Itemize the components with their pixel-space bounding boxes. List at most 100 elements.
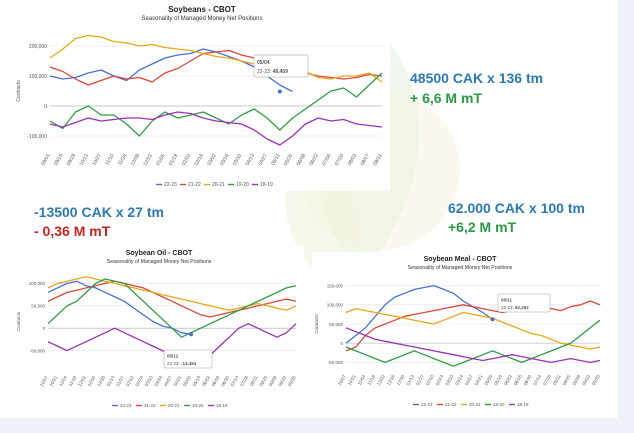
series-line-22-23 <box>49 48 293 93</box>
x-tick-label: 04/13 <box>245 153 257 167</box>
x-tick-label: 05/11 <box>270 153 281 167</box>
note-soybeans-volume: + 6,6 M mT <box>410 90 482 106</box>
x-tick-label: 08/03 <box>347 153 359 167</box>
series-line-18-19 <box>345 327 601 364</box>
legend-label: 20-21 <box>469 402 481 407</box>
x-tick-label: 01/27 <box>415 374 425 387</box>
legend-label: 18-19 <box>260 182 273 188</box>
x-tick-label: 08/11 <box>552 374 562 386</box>
x-tick-label: 03/02 <box>206 153 218 167</box>
x-tick-label: 12/30 <box>96 375 106 388</box>
legend-label: 18-19 <box>517 402 529 407</box>
annotation-value: 22-23: -13,484 <box>167 361 197 366</box>
soybean-meal-chart: Soybean Meal - CBOT Seasonality of Manage… <box>314 256 601 407</box>
series-line-19-20 <box>47 278 297 338</box>
series-line-21-22 <box>345 300 601 352</box>
annotation-date: 05/12 <box>167 354 179 359</box>
note-soybeans-position: 48500 CAK x 136 tm <box>410 70 544 86</box>
note-soybean-meal-position: 62.000 CAK x 100 tm <box>448 200 585 216</box>
x-tick-label: 06/16 <box>513 374 523 387</box>
annotation-point <box>490 317 495 322</box>
x-tick-label: 09/29 <box>66 153 78 167</box>
x-tick-label: 07/06 <box>321 153 333 167</box>
x-tick-label: 01/13 <box>405 374 415 387</box>
x-tick-label: 09/15 <box>53 153 65 167</box>
series-line-21-22 <box>47 280 297 318</box>
note-soybean-oil-position: -13500 CAK x 27 tm <box>34 204 164 220</box>
x-tick-label: 08/25 <box>258 375 268 388</box>
y-tick-label: 100,000 <box>327 303 344 308</box>
series-line-20-21 <box>49 34 383 83</box>
x-tick-label: 11/10 <box>104 153 115 167</box>
legend-label: 19-20 <box>192 403 204 408</box>
x-tick-label: 05/05 <box>483 374 493 387</box>
chart-title: Soybeans - CBOT <box>168 5 236 14</box>
x-tick-label: 12/16 <box>87 375 97 388</box>
legend-label: 20-21 <box>168 403 180 408</box>
legend-label: 20-21 <box>212 182 225 188</box>
x-tick-label: 09/30 <box>287 375 297 388</box>
series-line-18-19 <box>49 111 383 146</box>
note-soybean-oil-volume: - 0,36 M mT <box>34 223 111 239</box>
y-tick-label: -100,000 <box>27 134 47 140</box>
slide: Soybeans - CBOT Seasonality of Managed Mo… <box>0 0 618 418</box>
x-tick-label: 09/22 <box>581 374 591 387</box>
x-tick-label: 03/24 <box>454 374 464 387</box>
x-tick-label: 12/02 <box>77 375 87 388</box>
x-tick-label: 06/30 <box>220 375 230 388</box>
soybeans-chart: Soybeans - CBOT Seasonality of Managed Mo… <box>16 5 384 188</box>
x-tick-label: 02/24 <box>134 375 144 388</box>
y-tick-label: 150,000 <box>327 283 344 288</box>
legend-label: 21-22 <box>144 403 156 408</box>
y-axis-label: Contracts <box>16 311 21 331</box>
x-tick-label: 07/14 <box>230 375 240 388</box>
y-tick-label: 100,000 <box>29 74 47 80</box>
y-tick-label: 50,000 <box>31 304 45 309</box>
x-tick-label: 09/30 <box>591 374 601 387</box>
legend-label: 18-19 <box>216 403 228 408</box>
x-tick-label: 01/05 <box>155 153 167 167</box>
x-tick-label: 06/22 <box>308 153 320 167</box>
soybean-oil-chart-panel: Soybean Oil - CBOT Seasonality of Managed… <box>14 246 304 411</box>
x-tick-label: 07/14 <box>532 374 542 387</box>
x-tick-label: 09/08 <box>268 375 278 388</box>
series-line-21-22 <box>49 49 383 86</box>
x-tick-label: 01/13 <box>106 375 116 388</box>
x-tick-label: 10/13 <box>79 153 91 167</box>
x-tick-label: 08/11 <box>249 375 259 387</box>
x-tick-label: 02/16 <box>194 153 206 167</box>
x-tick-label: 09/01 <box>40 153 52 167</box>
chart-title: Soybean Oil - CBOT <box>126 250 193 257</box>
y-axis-label: Contracts <box>16 80 22 102</box>
x-tick-label: 05/25 <box>283 153 295 167</box>
x-tick-label: 10/07 <box>337 374 347 387</box>
x-tick-label: 04/21 <box>474 374 484 387</box>
x-tick-label: 10/07 <box>39 375 49 388</box>
x-tick-label: 11/04 <box>58 375 68 387</box>
y-tick-label: -50,000 <box>328 360 344 365</box>
x-tick-label: 05/19 <box>493 374 503 387</box>
legend-label: 21-22 <box>445 402 457 407</box>
annotation-date: 05/11 <box>501 298 513 303</box>
x-tick-label: 03/30 <box>232 153 244 167</box>
x-tick-label: 11/18 <box>366 374 376 386</box>
soybeans-chart-panel: Soybeans - CBOT Seasonality of Managed Mo… <box>14 3 390 191</box>
x-tick-label: 10/21 <box>48 375 58 388</box>
x-tick-label: 05/19 <box>192 375 202 388</box>
annotation-box <box>497 293 551 313</box>
x-tick-label: 04/07 <box>464 374 474 387</box>
x-tick-label: 06/30 <box>523 374 533 387</box>
x-tick-label: 10/27 <box>91 153 103 167</box>
x-tick-label: 10/21 <box>347 374 357 387</box>
chart-subtitle: Seasonality of Managed Money Net Positio… <box>107 259 212 265</box>
x-tick-label: 07/20 <box>334 153 346 167</box>
annotation-value: 22-23: 48,459 <box>257 69 288 75</box>
note-soybean-meal-volume: +6,2 M mT <box>448 219 517 235</box>
x-tick-label: 07/28 <box>239 375 249 388</box>
x-tick-label: 06/02 <box>201 375 211 388</box>
x-tick-label: 02/10 <box>425 374 435 387</box>
x-tick-label: 08/17 <box>360 153 372 167</box>
legend-label: 22-23 <box>421 402 433 407</box>
x-tick-label: 05/05 <box>182 375 192 388</box>
x-tick-label: 02/10 <box>125 375 135 388</box>
